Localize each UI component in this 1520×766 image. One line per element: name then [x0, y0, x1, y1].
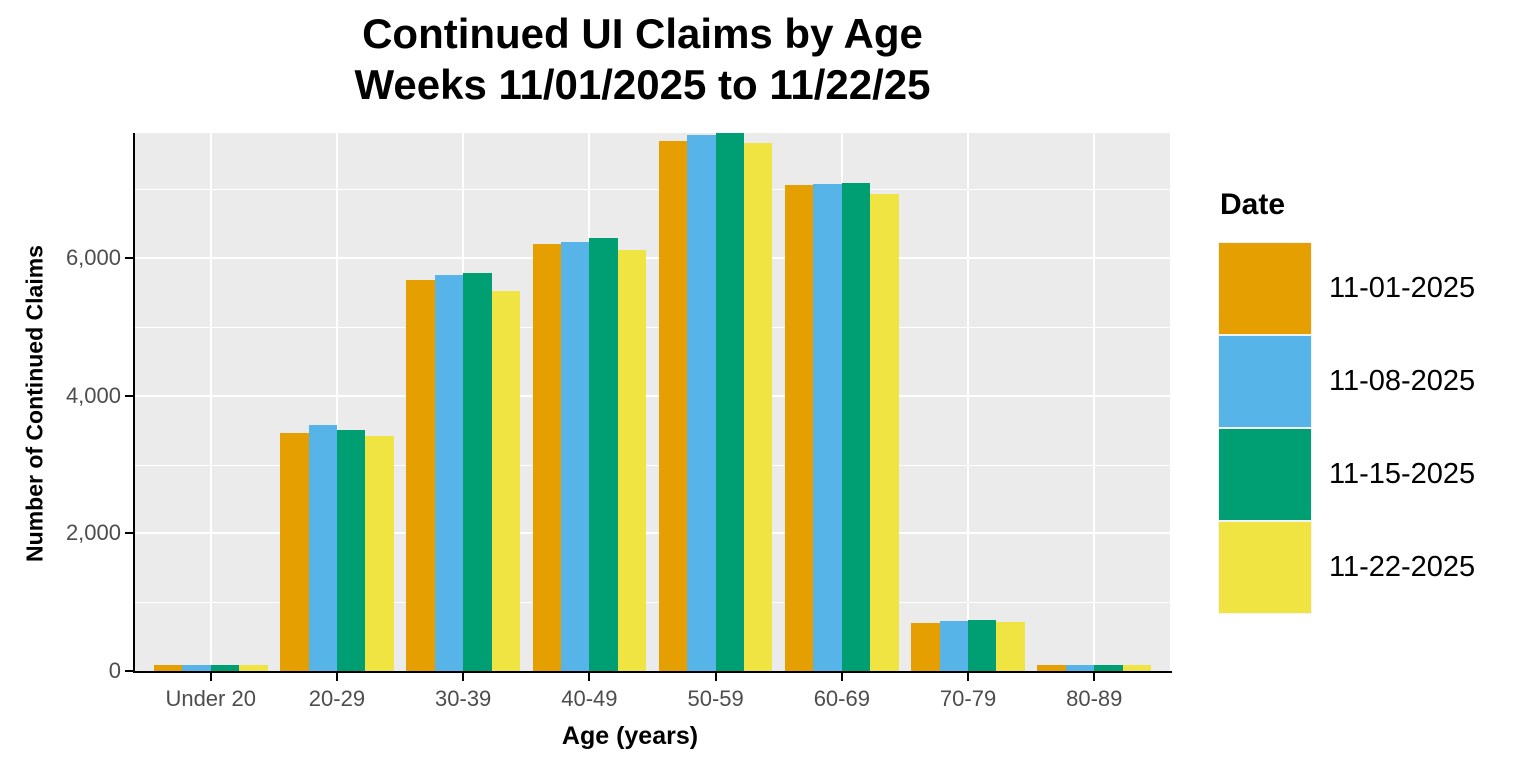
bar-11-15-2025-30-39: [463, 272, 492, 671]
bar-11-01-2025-70-79: [911, 622, 940, 671]
bar-11-01-2025-20-29: [280, 432, 309, 671]
x-tick-mark: [714, 673, 717, 681]
x-tick-mark: [840, 673, 843, 681]
y-tick-mark: [125, 532, 133, 535]
legend: Date 11-01-2025 11-08-2025 11-15-2025 11…: [1218, 188, 1475, 614]
chart-title: Continued UI Claims by Age Weeks 11/01/2…: [115, 8, 1170, 110]
gridline-major: [135, 532, 1170, 535]
bar-11-22-2025-70-79: [996, 621, 1025, 671]
bar-11-08-2025-40-49: [560, 241, 590, 671]
legend-item: 11-08-2025: [1218, 335, 1475, 428]
x-tick-mark: [967, 673, 970, 681]
bar-11-22-2025-40-49: [617, 249, 647, 671]
bar-11-01-2025-Under 20: [153, 664, 183, 671]
legend-label: 11-01-2025: [1329, 272, 1476, 304]
chart-title-line2: Weeks 11/01/2025 to 11/22/25: [354, 61, 931, 109]
gridline-vertical: [967, 133, 970, 671]
x-tick-label: Under 20: [165, 686, 256, 711]
gridline-vertical: [1093, 133, 1096, 671]
x-axis-line: [133, 671, 1172, 673]
legend-label: 11-15-2025: [1329, 458, 1476, 490]
bar-11-22-2025-60-69: [870, 194, 899, 671]
bar-11-08-2025-60-69: [813, 183, 842, 671]
y-tick-label: 2,000: [65, 520, 121, 546]
y-tick-mark: [125, 394, 133, 397]
bar-11-08-2025-70-79: [939, 621, 969, 671]
y-tick-label: 0: [108, 658, 121, 683]
bar-11-15-2025-50-59: [715, 133, 744, 671]
legend-swatch-orange: [1218, 242, 1312, 335]
gridline-major: [135, 257, 1170, 260]
gridline-minor: [135, 602, 1170, 604]
x-tick-label: 50-59: [687, 686, 744, 711]
x-tick-mark: [588, 673, 591, 681]
bar-11-22-2025-Under 20: [239, 665, 268, 671]
bar-11-08-2025-Under 20: [182, 664, 211, 671]
x-tick-mark: [209, 673, 212, 681]
legend-item: 11-01-2025: [1218, 242, 1475, 335]
bar-11-08-2025-30-39: [434, 274, 464, 671]
bar-11-01-2025-40-49: [532, 243, 561, 671]
gridline-minor: [135, 464, 1170, 466]
x-tick-label: 60-69: [813, 686, 870, 711]
legend-item: 11-22-2025: [1218, 521, 1475, 614]
bar-11-08-2025-80-89: [1065, 664, 1095, 671]
x-tick-mark: [335, 673, 338, 681]
x-tick-label: 40-49: [561, 686, 618, 711]
bar-11-15-2025-Under 20: [210, 664, 240, 671]
bar-11-01-2025-80-89: [1037, 664, 1066, 671]
bar-11-22-2025-50-59: [744, 143, 773, 671]
y-tick-mark: [125, 257, 133, 260]
bar-11-08-2025-50-59: [687, 135, 716, 671]
gridline-vertical: [209, 133, 212, 671]
legend-swatch-green: [1218, 428, 1312, 521]
legend-item: 11-15-2025: [1218, 428, 1475, 521]
legend-swatch-yellow: [1218, 521, 1312, 614]
bar-11-15-2025-40-49: [589, 238, 618, 671]
bar-11-15-2025-70-79: [968, 620, 997, 671]
legend-title: Date: [1220, 188, 1286, 221]
bar-11-15-2025-60-69: [841, 183, 871, 671]
y-tick-mark: [125, 670, 133, 672]
gridline-vertical: [335, 133, 338, 671]
bar-11-22-2025-20-29: [365, 435, 394, 671]
gridline-major: [135, 394, 1170, 397]
gridline-minor: [135, 189, 1170, 191]
chart-title-line1: Continued UI Claims by Age: [362, 10, 923, 57]
legend-label: 11-22-2025: [1329, 551, 1476, 583]
bar-11-22-2025-30-39: [491, 290, 520, 671]
bar-11-15-2025-20-29: [336, 429, 366, 671]
bar-11-01-2025-60-69: [785, 185, 814, 671]
bar-11-22-2025-80-89: [1122, 664, 1152, 671]
x-tick-label: 20-29: [308, 686, 366, 711]
y-axis-line: [133, 133, 135, 673]
y-tick-label: 4,000: [65, 382, 121, 408]
x-tick-mark: [462, 673, 465, 681]
x-tick-label: 30-39: [435, 686, 492, 711]
bar-11-01-2025-30-39: [406, 279, 435, 671]
bar-11-08-2025-20-29: [308, 425, 337, 671]
x-tick-mark: [1093, 673, 1096, 681]
x-tick-label: 70-79: [939, 686, 997, 711]
bar-11-01-2025-50-59: [658, 141, 688, 671]
legend-swatch-blue: [1218, 335, 1312, 428]
y-tick-label: 6,000: [65, 245, 121, 271]
plot-panel: [135, 133, 1170, 671]
x-tick-label: 80-89: [1066, 686, 1123, 711]
gridline-minor: [135, 327, 1170, 328]
x-axis-title: Age (years): [561, 722, 699, 750]
bar-11-15-2025-80-89: [1094, 664, 1123, 671]
legend-label: 11-08-2025: [1329, 365, 1476, 397]
